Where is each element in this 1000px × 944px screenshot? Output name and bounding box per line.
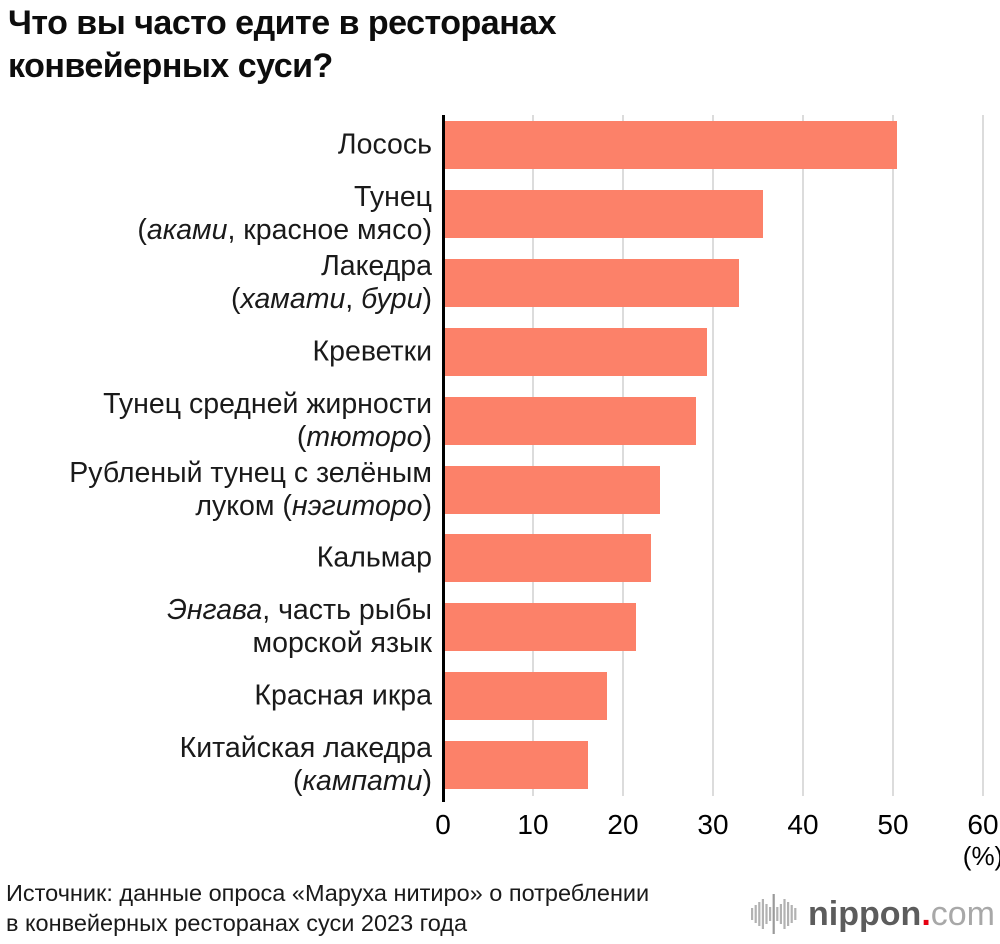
category-label-9: Китайская лакедра (кампати) [179, 732, 432, 798]
gridline-50 [892, 115, 894, 796]
category-label-2: Лакедра (хамати, бури) [231, 249, 432, 315]
x-tick-label-60: 60 [967, 809, 999, 840]
logo-text: nippon.com [808, 895, 995, 934]
x-tick-label-30: 30 [697, 809, 729, 840]
x-tick-label-40: 40 [787, 809, 819, 840]
gridline-10 [532, 115, 534, 796]
logo-tld: com [930, 894, 995, 933]
x-tick-label-0: 0 [435, 809, 451, 840]
gridline-20 [622, 115, 624, 796]
bar-4 [445, 396, 697, 445]
bar-6 [445, 534, 652, 583]
category-label-3: Креветки [312, 335, 432, 368]
bar-2 [445, 258, 740, 307]
bar-0 [445, 121, 897, 169]
gridline-30 [712, 115, 714, 796]
bar-9 [445, 741, 589, 790]
x-tick-label-10: 10 [517, 809, 549, 840]
chart-title: Что вы часто едите в ресторанах конвейер… [8, 4, 557, 85]
bar-1 [445, 189, 763, 238]
category-label-7: Энгава, часть рыбы морской язык [167, 594, 432, 660]
bar-3 [445, 327, 707, 376]
nippon-logo: nippon.com [751, 892, 995, 936]
bar-7 [445, 603, 636, 652]
category-label-8: Красная икра [254, 679, 432, 712]
category-labels: Лосось Тунец (аками, красное мясо) Лакедра(… [0, 115, 434, 801]
bar-8 [445, 672, 607, 721]
waveform-icon [751, 894, 797, 934]
category-label-0: Лосось [337, 128, 432, 161]
y-axis-line [442, 115, 445, 802]
x-tick-label-50: 50 [877, 809, 909, 840]
gridline-60 [982, 115, 984, 796]
source-note: Источник: данные опроса «Маруха нитиро» … [6, 880, 650, 936]
category-label-6: Кальмар [316, 541, 432, 574]
category-label-1: Тунец (аками, красное мясо) [137, 180, 432, 246]
category-label-4: Тунец средней жирности (тюторо) [103, 387, 432, 453]
gridline-40 [802, 115, 804, 796]
plot-area: (%) 0 10 20 30 40 50 60 [435, 115, 1000, 871]
unit-label: (%) [962, 841, 1000, 871]
x-tick-label-20: 20 [607, 809, 639, 840]
bar-5 [445, 465, 661, 514]
category-label-5: Рубленый тунец с зелёным луком (нэгиторо) [69, 456, 432, 522]
logo-dot: . [921, 894, 931, 933]
logo-brand: nippon [808, 894, 922, 933]
